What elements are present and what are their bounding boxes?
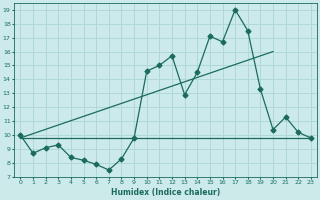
X-axis label: Humidex (Indice chaleur): Humidex (Indice chaleur) [111, 188, 220, 197]
